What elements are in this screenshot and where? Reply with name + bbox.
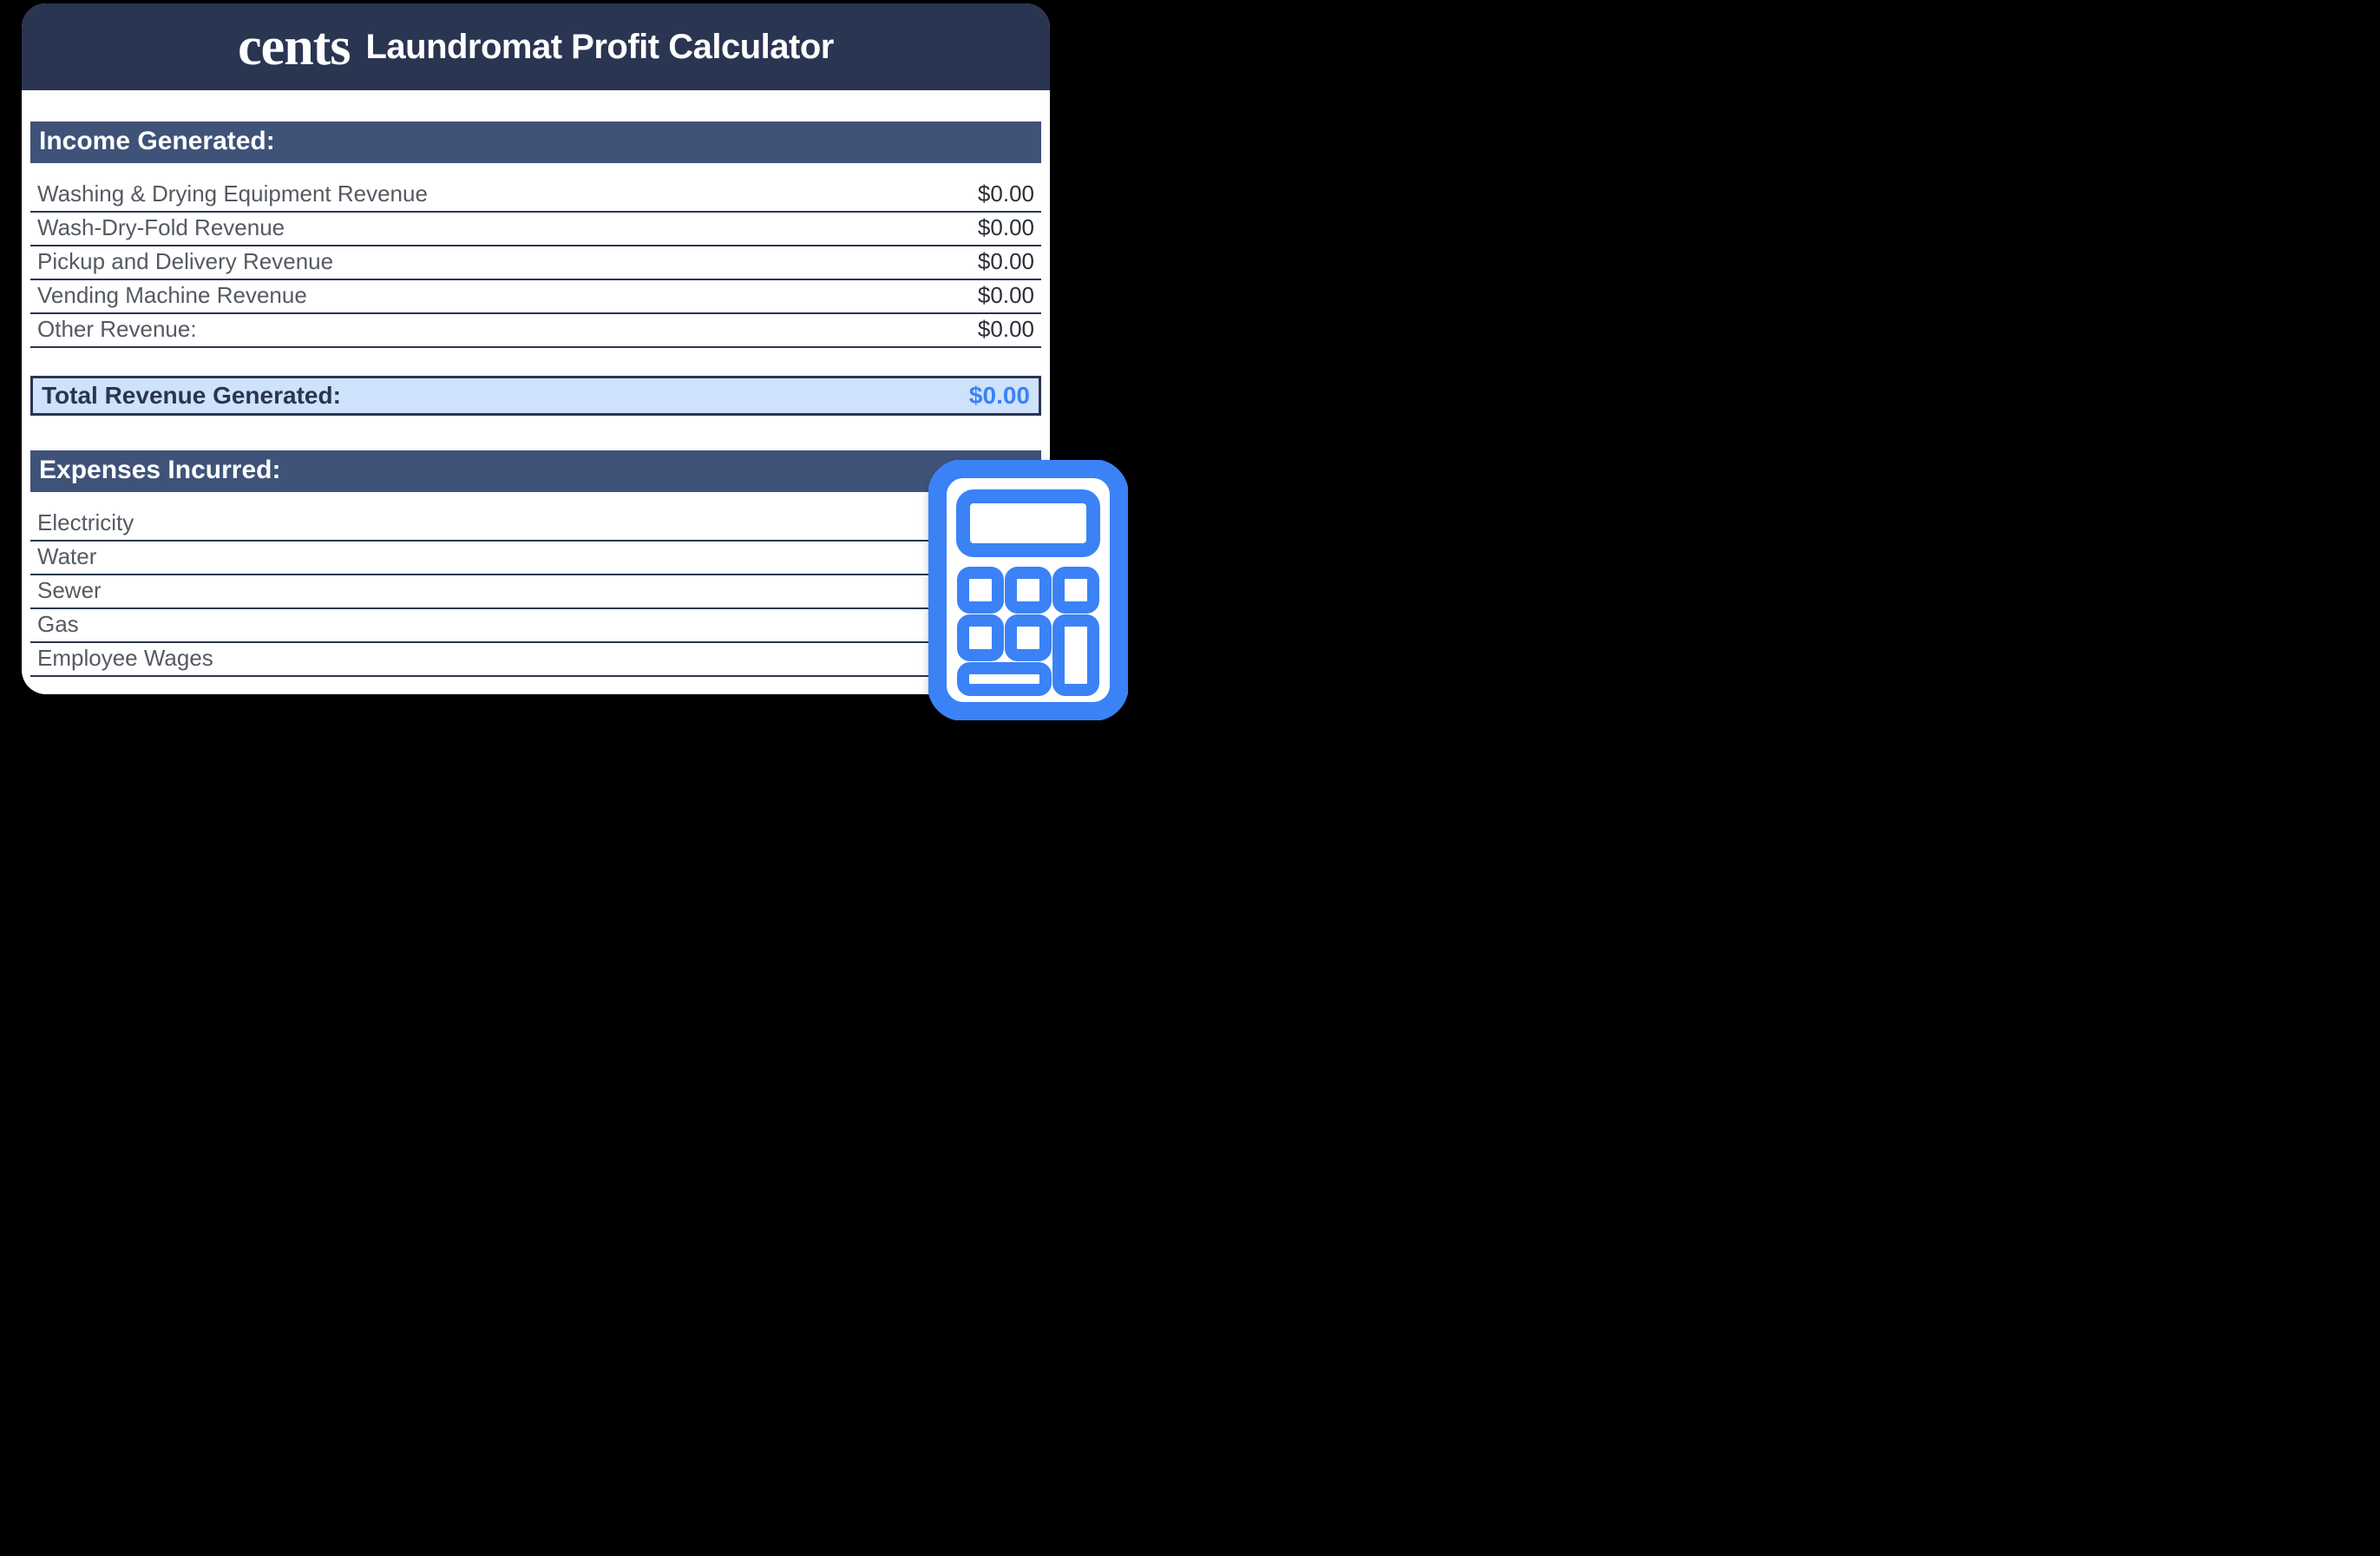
income-row: Vending Machine Revenue $0.00 xyxy=(30,280,1041,314)
income-row-label: Pickup and Delivery Revenue xyxy=(37,248,333,275)
income-row-label: Vending Machine Revenue xyxy=(37,282,307,309)
income-total-label: Total Revenue Generated: xyxy=(42,382,341,410)
income-row-value[interactable]: $0.00 xyxy=(978,214,1034,241)
expenses-section-header: Expenses Incurred: xyxy=(30,450,1041,492)
expense-row: Gas xyxy=(30,609,1041,643)
income-row-label: Other Revenue: xyxy=(37,316,197,343)
expense-row-label: Electricity xyxy=(37,509,134,536)
expense-row-label: Water xyxy=(37,543,96,570)
header-bar: cents Laundromat Profit Calculator xyxy=(22,3,1050,90)
stage: cents Laundromat Profit Calculator Incom… xyxy=(0,0,1197,783)
income-row: Pickup and Delivery Revenue $0.00 xyxy=(30,246,1041,280)
expense-row: Electricity xyxy=(30,508,1041,542)
page-title: Laundromat Profit Calculator xyxy=(365,28,833,67)
income-row-value[interactable]: $0.00 xyxy=(978,282,1034,309)
expense-row: Sewer xyxy=(30,575,1041,609)
income-row-label: Washing & Drying Equipment Revenue xyxy=(37,181,428,207)
income-row: Other Revenue: $0.00 xyxy=(30,314,1041,348)
expense-row: Water xyxy=(30,542,1041,575)
income-row-label: Wash-Dry-Fold Revenue xyxy=(37,214,285,241)
income-row: Wash-Dry-Fold Revenue $0.00 xyxy=(30,213,1041,246)
income-row-value[interactable]: $0.00 xyxy=(978,316,1034,343)
calculator-icon xyxy=(928,460,1128,720)
logo: cents xyxy=(238,20,350,74)
income-total-row: Total Revenue Generated: $0.00 xyxy=(30,376,1041,416)
expense-row-label: Sewer xyxy=(37,577,102,604)
expense-row-label: Gas xyxy=(37,611,79,638)
income-row-value[interactable]: $0.00 xyxy=(978,248,1034,275)
expense-row: Employee Wages xyxy=(30,643,1041,677)
content: Income Generated: Washing & Drying Equip… xyxy=(22,90,1050,677)
income-row-value[interactable]: $0.00 xyxy=(978,181,1034,207)
income-section-header: Income Generated: xyxy=(30,121,1041,163)
income-row: Washing & Drying Equipment Revenue $0.00 xyxy=(30,179,1041,213)
income-total-value: $0.00 xyxy=(969,382,1030,410)
calculator-card: cents Laundromat Profit Calculator Incom… xyxy=(22,3,1050,694)
expense-row-label: Employee Wages xyxy=(37,645,213,672)
